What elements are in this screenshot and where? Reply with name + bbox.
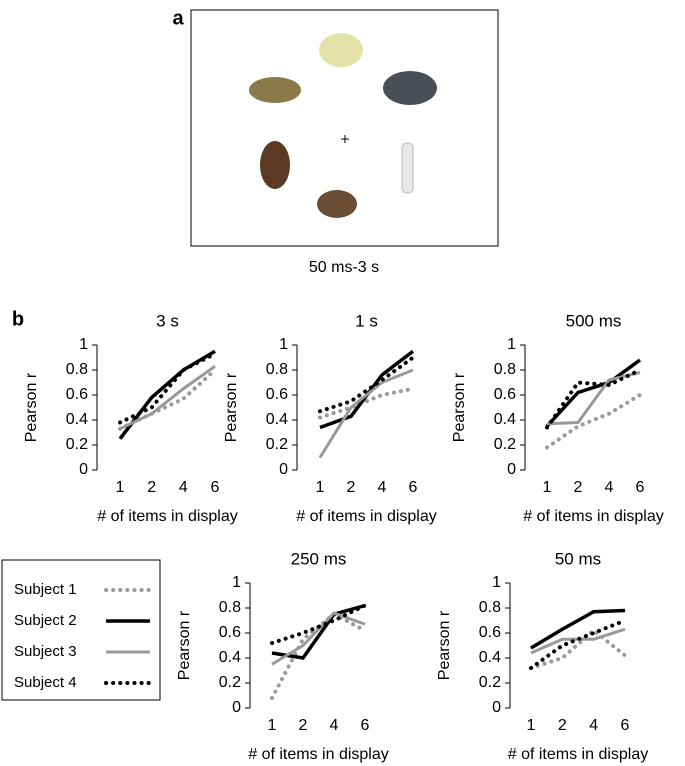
stimulus-images: [249, 33, 437, 218]
series-line: [318, 386, 415, 420]
panel-label: b: [12, 308, 24, 330]
x-tick-label: 4: [605, 479, 614, 496]
spider-image: [317, 190, 357, 218]
y-tick-label: 0: [279, 461, 288, 478]
y-tick-label: 0.2: [266, 436, 288, 453]
x-tick-label: 4: [378, 479, 387, 496]
x-axis-label: # of items in display: [523, 508, 664, 525]
y-axis-label: Pearson r: [223, 372, 240, 442]
x-axis-label: # of items in display: [508, 746, 649, 763]
hippo-image: [383, 71, 437, 105]
y-tick-label: 0.4: [66, 411, 88, 428]
x-tick-label: 1: [268, 717, 277, 734]
legend-label: Subject 4: [14, 674, 77, 691]
y-tick-label: 0.6: [266, 386, 288, 403]
y-tick-label: 0: [79, 461, 88, 478]
pin-image: [401, 142, 414, 194]
y-tick-label: 0.2: [479, 674, 501, 691]
stimulus-caption: 50 ms-3 s: [309, 259, 379, 276]
y-tick-label: 0.8: [66, 361, 88, 378]
y-tick-label: 0.8: [266, 361, 288, 378]
y-tick-label: 0.2: [219, 674, 241, 691]
x-tick-label: 6: [621, 717, 630, 734]
series-line: [118, 349, 216, 440]
y-tick-label: 0: [507, 461, 516, 478]
x-axis-label: # of items in display: [248, 746, 389, 763]
y-tick-label: 0: [492, 699, 501, 716]
x-tick-label: 4: [589, 717, 598, 734]
chart-title: 500 ms: [566, 311, 622, 330]
panel-label: a: [172, 7, 184, 29]
series-line: [118, 368, 217, 431]
y-tick-label: 1: [232, 574, 241, 591]
y-tick-label: 0.4: [219, 649, 241, 666]
series-line: [318, 368, 414, 459]
y-tick-label: 0.8: [494, 361, 516, 378]
chart-title: 50 ms: [555, 549, 601, 568]
y-tick-label: 0.4: [494, 411, 516, 428]
x-axis-label: # of items in display: [97, 508, 238, 525]
series-line: [530, 608, 626, 650]
series-line: [271, 611, 366, 666]
series-line: [529, 618, 627, 670]
legend-label: Subject 3: [14, 643, 77, 660]
y-tick-label: 0.6: [66, 386, 88, 403]
series-line: [545, 368, 642, 430]
y-tick-label: 0.6: [219, 624, 241, 641]
y-axis-label: Pearson r: [436, 610, 453, 680]
chart-title: 1 s: [355, 311, 378, 330]
x-tick-label: 2: [147, 479, 156, 496]
frog-image: [319, 33, 363, 67]
series-line: [546, 371, 641, 426]
y-tick-label: 0.6: [479, 624, 501, 641]
series-line: [270, 603, 367, 645]
legend-label: Subject 1: [14, 581, 77, 598]
legend-label: Subject 2: [14, 612, 77, 629]
series-line: [318, 355, 415, 414]
legend: [1, 559, 161, 701]
y-tick-label: 1: [507, 336, 516, 353]
y-tick-label: 0.4: [266, 411, 288, 428]
y-axis-label: Pearson r: [451, 372, 468, 442]
x-axis-label: # of items in display: [296, 508, 437, 525]
x-tick-label: 1: [527, 717, 536, 734]
y-axis-label: Pearson r: [176, 610, 193, 680]
y-tick-label: 0.8: [479, 599, 501, 616]
y-tick-label: 0.8: [219, 599, 241, 616]
y-tick-label: 0.2: [494, 436, 516, 453]
x-tick-label: 6: [409, 479, 418, 496]
x-tick-label: 2: [299, 717, 308, 734]
x-tick-label: 2: [558, 717, 567, 734]
x-tick-label: 2: [574, 479, 583, 496]
y-tick-label: 1: [279, 336, 288, 353]
chart-title: 250 ms: [291, 549, 347, 568]
x-tick-label: 1: [116, 479, 125, 496]
series-line: [319, 349, 415, 430]
chart-title: 3 s: [156, 311, 179, 330]
x-tick-label: 6: [636, 479, 645, 496]
series-line: [118, 351, 217, 425]
x-tick-label: 4: [179, 479, 188, 496]
x-tick-label: 1: [543, 479, 552, 496]
y-tick-label: 1: [79, 336, 88, 353]
x-tick-label: 2: [347, 479, 356, 496]
y-tick-label: 0.6: [494, 386, 516, 403]
cuttlefish-image: [249, 77, 301, 103]
series-line: [119, 365, 216, 431]
y-tick-label: 1: [492, 574, 501, 591]
dog-image: [260, 141, 290, 189]
y-tick-label: 0.2: [66, 436, 88, 453]
y-tick-label: 0.4: [479, 649, 501, 666]
y-axis-label: Pearson r: [23, 372, 40, 442]
series-line: [545, 358, 642, 428]
x-tick-label: 4: [330, 717, 339, 734]
x-tick-label: 1: [316, 479, 325, 496]
y-tick-label: 0: [232, 699, 241, 716]
x-tick-label: 6: [211, 479, 220, 496]
series-line: [529, 627, 627, 670]
x-tick-label: 6: [361, 717, 370, 734]
